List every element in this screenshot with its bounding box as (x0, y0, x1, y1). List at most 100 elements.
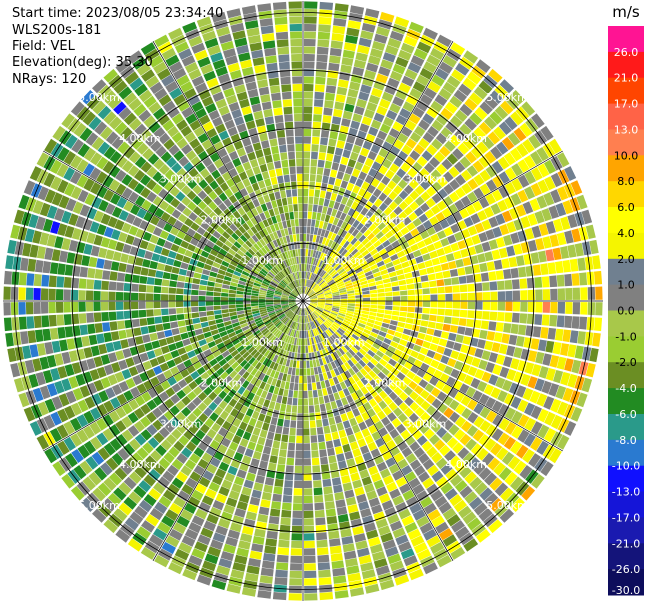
range-gate (292, 83, 303, 92)
range-gate (461, 182, 473, 195)
range-gate (273, 486, 283, 495)
range-gate (318, 152, 326, 161)
range-gate (228, 194, 238, 204)
range-gate (463, 216, 474, 228)
range-gate (368, 94, 380, 105)
range-gate (152, 196, 163, 207)
range-gate (251, 303, 259, 307)
range-gate (308, 280, 312, 288)
range-gate (183, 295, 191, 301)
range-gate (293, 495, 303, 504)
range-gate (240, 533, 253, 543)
range-gate (495, 377, 506, 389)
range-gate (379, 98, 391, 109)
range-gate (311, 282, 316, 289)
range-gate (330, 361, 337, 369)
range-gate (310, 302, 318, 304)
range-gate (182, 21, 198, 34)
range-gate (220, 511, 233, 522)
range-gate (299, 286, 302, 294)
range-gate (482, 452, 495, 466)
range-gate (340, 249, 348, 257)
range-gate (284, 351, 290, 359)
range-gate (314, 287, 321, 293)
range-gate (273, 318, 280, 325)
range-gate (385, 261, 394, 269)
range-gate (326, 329, 333, 336)
range-gate (165, 336, 175, 345)
colorbar-tick-label: -26.0 (612, 563, 640, 576)
range-gate (236, 181, 245, 191)
range-gate (288, 298, 296, 300)
range-gate (362, 304, 370, 308)
range-gate (209, 152, 220, 163)
range-gate (297, 271, 300, 279)
range-gate (434, 495, 448, 508)
range-gate (199, 168, 210, 179)
range-gate (338, 429, 347, 439)
range-gate (425, 174, 436, 186)
range-gate (284, 212, 290, 221)
range-gate (292, 345, 296, 353)
range-gate (343, 189, 352, 198)
range-gate (212, 532, 226, 543)
range-gate (359, 335, 368, 342)
range-gate (284, 412, 291, 420)
range-gate (517, 230, 527, 242)
range-gate (181, 535, 196, 547)
range-gate (289, 16, 302, 24)
range-gate (5, 332, 14, 347)
range-gate (363, 191, 372, 201)
range-gate (152, 183, 163, 195)
range-gate (358, 501, 370, 511)
range-gate (356, 243, 364, 251)
range-gate (370, 543, 383, 554)
range-gate (404, 195, 414, 206)
range-gate (374, 256, 383, 264)
range-gate (289, 23, 302, 32)
range-label: 5.00km (486, 499, 528, 512)
range-gate (426, 243, 436, 253)
range-gate (363, 328, 371, 335)
range-gate (250, 217, 258, 226)
range-gate (249, 401, 257, 411)
range-gate (403, 361, 413, 370)
range-gate (225, 55, 238, 66)
range-gate (266, 123, 276, 133)
range-gate (77, 189, 89, 203)
range-gate (107, 216, 118, 228)
range-gate (217, 148, 228, 158)
range-gate (245, 251, 253, 259)
range-gate (108, 311, 117, 321)
range-gate (343, 251, 351, 259)
range-gate (228, 490, 240, 501)
range-gate (276, 286, 284, 291)
range-gate (392, 527, 406, 539)
range-gate (234, 37, 248, 48)
range-gate (577, 331, 586, 345)
range-gate (487, 457, 501, 471)
range-gate (161, 308, 169, 316)
range-gate (272, 337, 279, 345)
range-gate (413, 418, 425, 429)
range-gate (98, 199, 109, 212)
range-gate (473, 127, 486, 140)
range-gate (191, 289, 199, 296)
range-gate (536, 440, 549, 455)
range-label: 4.00km (445, 132, 487, 145)
range-gate (359, 197, 368, 207)
range-gate (184, 62, 199, 74)
range-gate (63, 314, 72, 326)
range-gate (491, 189, 503, 202)
range-gate (429, 376, 439, 386)
range-gate (90, 182, 102, 195)
range-gate (18, 194, 30, 210)
range-gate (178, 542, 193, 554)
range-gate (317, 554, 330, 563)
range-gate (223, 208, 232, 218)
range-gate (442, 419, 454, 431)
range-gate (321, 312, 329, 317)
range-gate (263, 553, 276, 562)
range-gate (122, 243, 132, 254)
range-gate (213, 196, 223, 206)
